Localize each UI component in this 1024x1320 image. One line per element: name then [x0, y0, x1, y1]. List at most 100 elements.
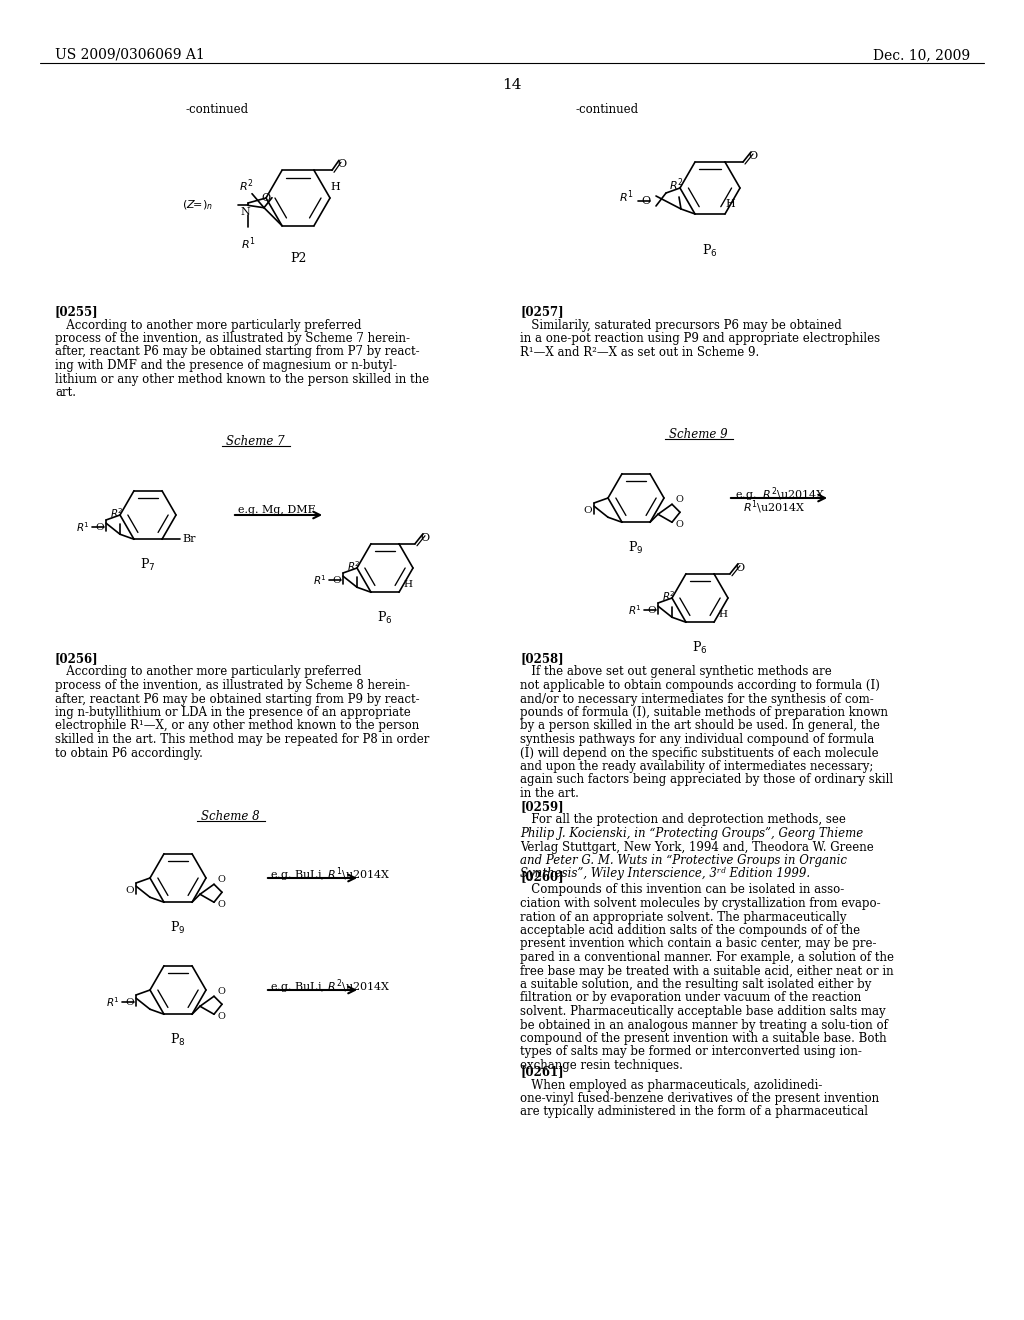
Text: Philip J. Kocienski, in “Protecting Groups”, Georg Thieme: Philip J. Kocienski, in “Protecting Grou… — [520, 828, 863, 840]
Text: O: O — [217, 1011, 225, 1020]
Text: e.g. BuLi, $R^2$\u2014X: e.g. BuLi, $R^2$\u2014X — [270, 977, 390, 995]
Text: after, reactant P6 may be obtained starting from P7 by react-: after, reactant P6 may be obtained start… — [55, 346, 420, 359]
Text: Scheme 8: Scheme 8 — [201, 810, 259, 822]
Text: H: H — [718, 610, 727, 619]
Text: P$_6$: P$_6$ — [377, 610, 393, 626]
Text: process of the invention, as illustrated by Scheme 8 herein-: process of the invention, as illustrated… — [55, 678, 410, 692]
Text: Similarily, saturated precursors P6 may be obtained: Similarily, saturated precursors P6 may … — [520, 318, 842, 331]
Text: $R^1$: $R^1$ — [628, 603, 642, 616]
Text: $R^2$: $R^2$ — [669, 177, 683, 193]
Text: H: H — [725, 199, 735, 209]
Text: Scheme 7: Scheme 7 — [225, 436, 285, 447]
Text: When employed as pharmaceuticals, azolidinedi-: When employed as pharmaceuticals, azolid… — [520, 1078, 822, 1092]
Text: pounds of formula (I), suitable methods of preparation known: pounds of formula (I), suitable methods … — [520, 706, 888, 719]
Text: N: N — [240, 207, 250, 218]
Text: O: O — [641, 195, 650, 206]
Text: compound of the present invention with a suitable base. Both: compound of the present invention with a… — [520, 1032, 887, 1045]
Text: $R^2$: $R^2$ — [663, 590, 676, 603]
Text: P$_8$: P$_8$ — [170, 1032, 185, 1048]
Text: O: O — [217, 875, 225, 884]
Text: O: O — [125, 998, 134, 1007]
Text: $R^1$: $R^1$ — [241, 235, 255, 252]
Text: free base may be treated with a suitable acid, either neat or in: free base may be treated with a suitable… — [520, 965, 894, 978]
Text: O: O — [333, 576, 341, 585]
Text: [0256]: [0256] — [55, 652, 98, 665]
Text: be obtained in an analogous manner by treating a solu-tion of: be obtained in an analogous manner by tr… — [520, 1019, 888, 1031]
Text: -continued: -continued — [575, 103, 638, 116]
Text: P$_9$: P$_9$ — [629, 540, 644, 556]
Text: R¹—X and R²—X as set out in Scheme 9.: R¹—X and R²—X as set out in Scheme 9. — [520, 346, 759, 359]
Text: 14: 14 — [502, 78, 522, 92]
Text: Compounds of this invention can be isolated in asso-: Compounds of this invention can be isola… — [520, 883, 844, 896]
Text: in a one-pot reaction using P9 and appropriate electrophiles: in a one-pot reaction using P9 and appro… — [520, 333, 880, 345]
Text: ciation with solvent molecules by crystallization from evapo-: ciation with solvent molecules by crysta… — [520, 898, 881, 909]
Text: [0255]: [0255] — [55, 305, 98, 318]
Text: P2: P2 — [290, 252, 306, 265]
Text: O: O — [675, 520, 683, 529]
Text: $R^1$: $R^1$ — [106, 995, 120, 1008]
Text: Dec. 10, 2009: Dec. 10, 2009 — [872, 48, 970, 62]
Text: O: O — [584, 506, 592, 515]
Text: $R^2$: $R^2$ — [347, 560, 360, 573]
Text: Verlag Stuttgart, New York, 1994 and, Theodora W. Greene: Verlag Stuttgart, New York, 1994 and, Th… — [520, 841, 873, 854]
Text: H: H — [330, 182, 340, 193]
Text: skilled in the art. This method may be repeated for P8 in order: skilled in the art. This method may be r… — [55, 733, 429, 746]
Text: O: O — [261, 193, 270, 203]
Text: $R^1$: $R^1$ — [76, 520, 90, 535]
Text: $R^1$: $R^1$ — [313, 573, 327, 587]
Text: $R^1$\u2014X: $R^1$\u2014X — [743, 498, 806, 516]
Text: [0260]: [0260] — [520, 870, 563, 883]
Text: are typically administered in the form of a pharmaceutical: are typically administered in the form o… — [520, 1106, 868, 1118]
Text: electrophile R¹—X, or any other method known to the person: electrophile R¹—X, or any other method k… — [55, 719, 419, 733]
Text: P$_7$: P$_7$ — [140, 557, 156, 573]
Text: O: O — [749, 150, 758, 161]
Text: present invention which contain a basic center, may be pre-: present invention which contain a basic … — [520, 937, 877, 950]
Text: e.g. BuLi, $R^1$\u2014X: e.g. BuLi, $R^1$\u2014X — [270, 865, 390, 883]
Text: O: O — [125, 886, 134, 895]
Text: US 2009/0306069 A1: US 2009/0306069 A1 — [55, 48, 205, 62]
Text: O: O — [675, 495, 683, 504]
Text: [0258]: [0258] — [520, 652, 563, 665]
Text: [0259]: [0259] — [520, 800, 563, 813]
Text: solvent. Pharmaceutically acceptable base addition salts may: solvent. Pharmaceutically acceptable bas… — [520, 1005, 886, 1018]
Text: O: O — [338, 160, 346, 169]
Text: P$_9$: P$_9$ — [170, 920, 185, 936]
Text: to obtain P6 accordingly.: to obtain P6 accordingly. — [55, 747, 203, 759]
Text: art.: art. — [55, 385, 76, 399]
Text: and/or to necessary intermediates for the synthesis of com-: and/or to necessary intermediates for th… — [520, 693, 873, 705]
Text: exchange resin techniques.: exchange resin techniques. — [520, 1059, 683, 1072]
Text: process of the invention, as illustrated by Scheme 7 herein-: process of the invention, as illustrated… — [55, 333, 410, 345]
Text: and Peter G. M. Wuts in “Protective Groups in Organic: and Peter G. M. Wuts in “Protective Grou… — [520, 854, 847, 867]
Text: Scheme 9: Scheme 9 — [669, 428, 727, 441]
Text: ration of an appropriate solvent. The pharmaceutically: ration of an appropriate solvent. The ph… — [520, 911, 847, 924]
Text: a suitable solution, and the resulting salt isolated either by: a suitable solution, and the resulting s… — [520, 978, 871, 991]
Text: e.g.  $R^2$\u2014X: e.g. $R^2$\u2014X — [735, 484, 825, 504]
Text: by a person skilled in the art should be used. In general, the: by a person skilled in the art should be… — [520, 719, 880, 733]
Text: lithium or any other method known to the person skilled in the: lithium or any other method known to the… — [55, 372, 429, 385]
Text: O: O — [95, 523, 104, 532]
Text: H: H — [403, 579, 412, 589]
Text: ing n-butyllithium or LDA in the presence of an appropriate: ing n-butyllithium or LDA in the presenc… — [55, 706, 411, 719]
Text: O: O — [421, 533, 429, 543]
Text: P$_6$: P$_6$ — [692, 640, 708, 656]
Text: P$_6$: P$_6$ — [702, 243, 718, 259]
Text: O: O — [735, 562, 744, 573]
Text: $(Z\!\!=\!)_n$: $(Z\!\!=\!)_n$ — [182, 198, 213, 213]
Text: in the art.: in the art. — [520, 787, 579, 800]
Text: (I) will depend on the specific substituents of each molecule: (I) will depend on the specific substitu… — [520, 747, 879, 759]
Text: pared in a conventional manner. For example, a solution of the: pared in a conventional manner. For exam… — [520, 950, 894, 964]
Text: $R^1$: $R^1$ — [620, 189, 634, 206]
Text: synthesis pathways for any individual compound of formula: synthesis pathways for any individual co… — [520, 733, 874, 746]
Text: acceptable acid addition salts of the compounds of of the: acceptable acid addition salts of the co… — [520, 924, 860, 937]
Text: According to another more particularly preferred: According to another more particularly p… — [55, 665, 361, 678]
Text: filtration or by evaporation under vacuum of the reaction: filtration or by evaporation under vacuu… — [520, 991, 861, 1005]
Text: If the above set out general synthetic methods are: If the above set out general synthetic m… — [520, 665, 831, 678]
Text: and upon the ready availability of intermediates necessary;: and upon the ready availability of inter… — [520, 760, 873, 774]
Text: again such factors being appreciated by those of ordinary skill: again such factors being appreciated by … — [520, 774, 893, 787]
Text: For all the protection and deprotection methods, see: For all the protection and deprotection … — [520, 813, 846, 826]
Text: one-vinyl fused-benzene derivatives of the present invention: one-vinyl fused-benzene derivatives of t… — [520, 1092, 880, 1105]
Text: after, reactant P6 may be obtained starting from P9 by react-: after, reactant P6 may be obtained start… — [55, 693, 420, 705]
Text: $R^2$: $R^2$ — [239, 177, 253, 194]
Text: e.g. Mg, DMF: e.g. Mg, DMF — [238, 506, 315, 515]
Text: $R^2$: $R^2$ — [111, 507, 124, 520]
